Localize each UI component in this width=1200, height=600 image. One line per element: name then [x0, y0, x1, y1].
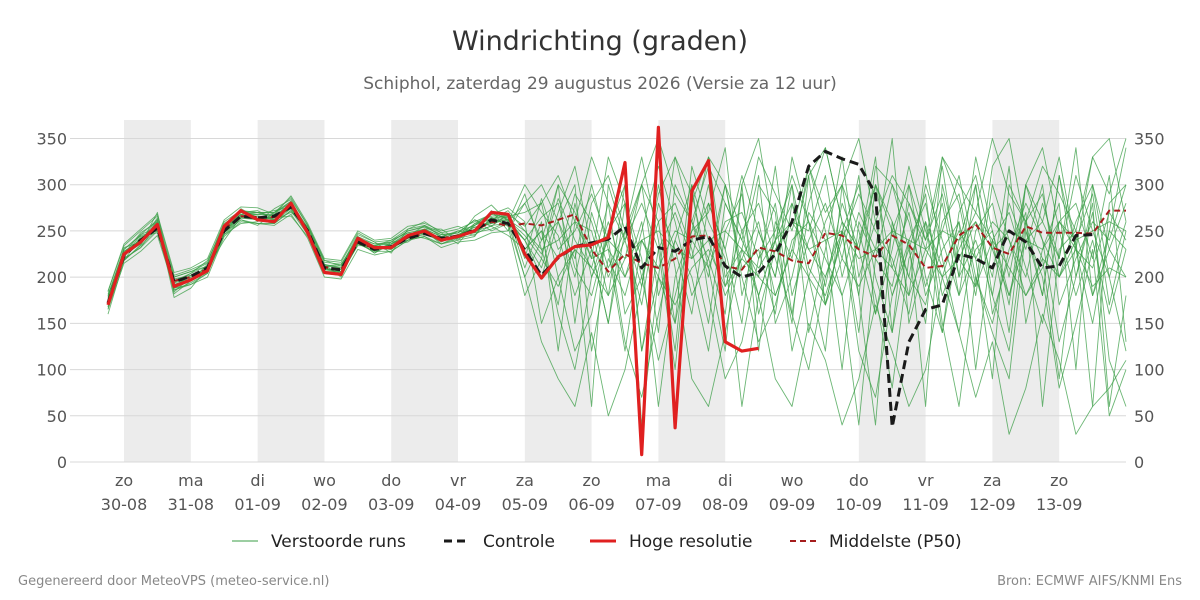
legend: Verstoorde runs Controle Hoge resolutie … [232, 532, 962, 552]
day-shading [124, 120, 1060, 462]
y-tick-label-left: 100 [36, 361, 67, 380]
main-series-lines [106, 125, 1126, 457]
x-tick-day: za [983, 471, 1001, 490]
ensemble-member-line [107, 184, 1127, 435]
x-tick-date: 01-09 [234, 495, 281, 514]
y-tick-label-left: 300 [36, 176, 67, 195]
x-tick-day: zo [583, 471, 601, 490]
day-shade-band [391, 120, 459, 462]
x-tick-day: wo [781, 471, 804, 490]
y-tick-label-right: 0 [1134, 453, 1144, 472]
y-tick-label-right: 100 [1134, 361, 1165, 380]
median-p50-line [107, 205, 1126, 304]
y-tick-label-left: 200 [36, 268, 67, 287]
legend-label-high-res: Hoge resolutie [629, 532, 753, 552]
x-tick-day: ma [178, 471, 203, 490]
axes: 0 0 50 50 100 100 150 150 200 200 250 250 300 300 350 3… [36, 129, 1164, 514]
x-tick-day: do [381, 471, 401, 490]
x-tick-date: 10-09 [836, 495, 883, 514]
x-tick-day: vr [450, 471, 466, 490]
x-tick-day: zo [115, 471, 133, 490]
chart-title: Windrichting (graden) [452, 26, 748, 57]
x-tick-date: 11-09 [902, 495, 949, 514]
x-tick-day: di [250, 471, 265, 490]
y-tick-label-right: 200 [1134, 268, 1165, 287]
x-tick-date: 03-09 [368, 495, 415, 514]
y-tick-label-right: 250 [1134, 222, 1165, 241]
day-shade-band [524, 120, 592, 462]
y-tick-label-right: 150 [1134, 314, 1165, 333]
x-tick-day: zo [1050, 471, 1068, 490]
y-tick-label-left: 250 [36, 222, 67, 241]
x-tick-day: ma [646, 471, 671, 490]
x-tick-day: do [849, 471, 869, 490]
legend-label-control: Controle [483, 532, 555, 552]
x-tick-date: 08-09 [702, 495, 749, 514]
x-tick-date: 31-08 [168, 495, 215, 514]
x-tick-day: za [516, 471, 534, 490]
legend-label-members: Verstoorde runs [271, 532, 406, 552]
ensemble-member-line [107, 138, 1127, 352]
x-tick-date: 07-09 [635, 495, 682, 514]
x-tick-date: 06-09 [568, 495, 615, 514]
ensemble-member-line [107, 184, 1127, 417]
y-tick-label-left: 350 [36, 129, 67, 148]
y-tick-label-left: 0 [57, 453, 67, 472]
high-resolution-line [106, 125, 759, 457]
x-tick-date: 04-09 [435, 495, 482, 514]
footer-credit: Gegenereerd door MeteoVPS (meteo-service… [18, 574, 329, 589]
ensemble-member-line [107, 184, 1127, 352]
day-shade-band [124, 120, 191, 462]
y-tick-label-right: 350 [1134, 129, 1165, 148]
x-tick-date: 05-09 [502, 495, 549, 514]
x-tick-date: 02-09 [301, 495, 348, 514]
y-tick-label-left: 150 [36, 314, 67, 333]
day-shade-band [257, 120, 325, 462]
x-tick-day: di [718, 471, 733, 490]
y-tick-label-right: 300 [1134, 176, 1165, 195]
x-tick-date: 13-09 [1036, 495, 1083, 514]
x-tick-day: wo [313, 471, 336, 490]
y-tick-label-right: 50 [1134, 407, 1154, 426]
ensemble-member-line [107, 184, 1127, 426]
x-tick-date: 30-08 [101, 495, 148, 514]
x-tick-date: 12-09 [969, 495, 1016, 514]
chart-subtitle: Schiphol, zaterdag 29 augustus 2026 (Ver… [363, 74, 837, 94]
x-tick-date: 09-09 [769, 495, 816, 514]
legend-label-median: Middelste (P50) [829, 532, 962, 552]
footer-source: Bron: ECMWF AIFS/KNMI Ens [997, 574, 1182, 589]
x-tick-day: vr [918, 471, 934, 490]
y-tick-label-left: 50 [47, 407, 67, 426]
